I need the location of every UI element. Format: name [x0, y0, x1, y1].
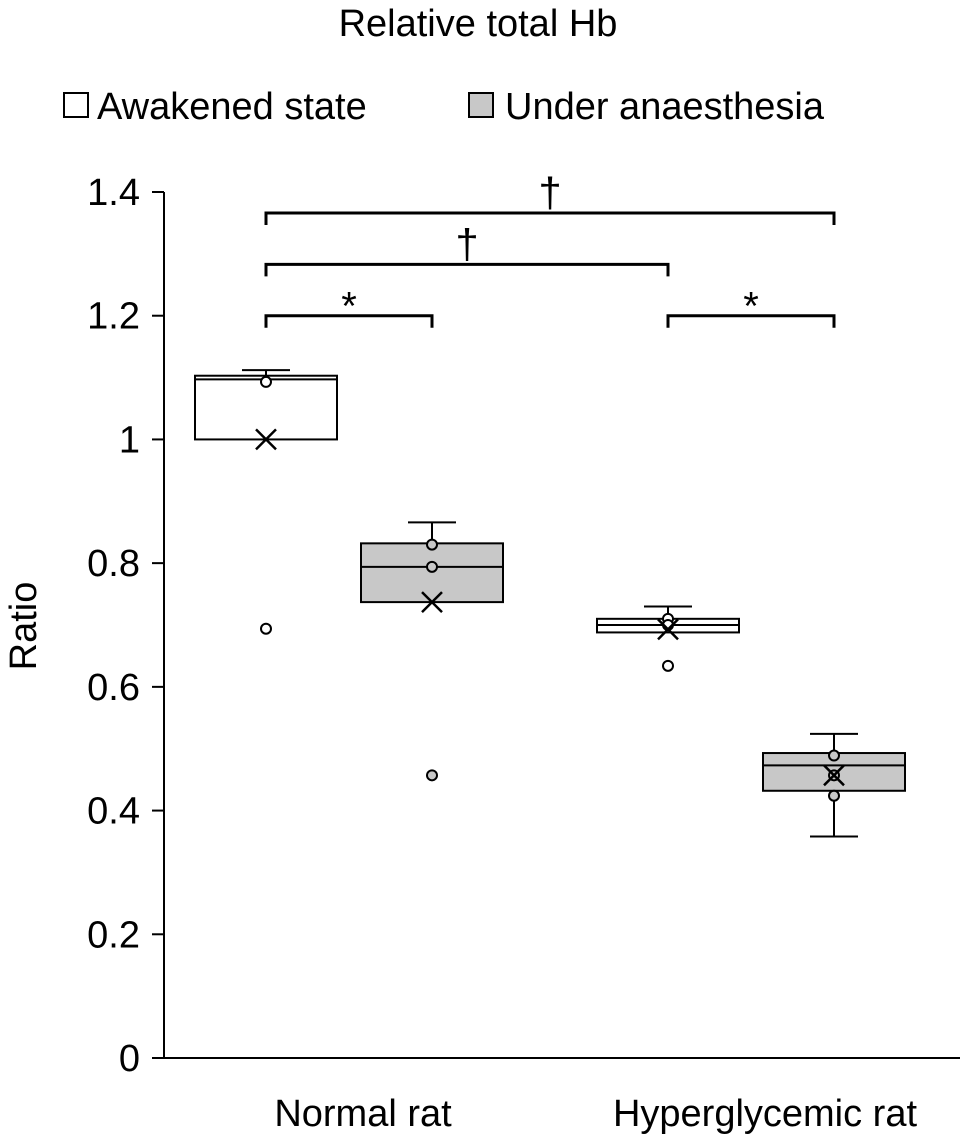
bracket-line: [666, 314, 836, 328]
data-point: [426, 538, 438, 551]
x-tick-label: Hyperglycemic rat: [613, 1093, 918, 1135]
y-axis-label: Ratio: [3, 582, 45, 671]
mean-marker: [421, 591, 443, 613]
data-point: [260, 375, 272, 388]
y-tick-label: 0.4: [87, 791, 140, 833]
legend-label-awakened-state: Awakened state: [97, 86, 367, 128]
bracket-label: †: [455, 220, 478, 267]
x-axis: Normal rat Hyperglycemic rat: [164, 1057, 960, 1135]
legend: Awakened state Under anaesthesia: [63, 86, 825, 128]
box-1-0: [360, 521, 504, 782]
mean-marker: [255, 428, 277, 451]
box-0-1: [596, 605, 740, 672]
chart-title: Relative total Hb: [339, 3, 618, 45]
y-tick-label: 0.6: [87, 667, 140, 709]
y-tick-label: 1: [119, 419, 140, 461]
mean-marker: [823, 764, 845, 787]
y-tick-label: 0.8: [87, 543, 140, 585]
data-point: [426, 560, 438, 573]
data-point: [828, 789, 840, 802]
y-axis: 0 0.2 0.4 0.6 0.8 1 1.2 1.4: [87, 172, 165, 1080]
legend-label-under-anaesthesia: Under anaesthesia: [505, 86, 825, 128]
bracket-label: *: [743, 285, 759, 329]
data-point: [828, 749, 840, 762]
bracket-line: [264, 262, 670, 277]
y-tick-label: 0.2: [87, 914, 140, 956]
mean-marker: [657, 618, 679, 641]
bracket-line: [264, 314, 434, 328]
outlier-point: [662, 659, 674, 672]
y-tick-label: 1.2: [87, 296, 140, 338]
significance-bracket: †: [264, 169, 836, 226]
bracket-label: *: [341, 285, 357, 329]
bracket-label: †: [538, 169, 561, 216]
significance-bracket: †: [264, 220, 670, 277]
x-tick-label: Normal rat: [274, 1093, 452, 1135]
significance-bracket: *: [666, 285, 836, 329]
y-tick-label: 0: [119, 1038, 140, 1080]
box-0-0: [194, 369, 338, 635]
y-tick-label: 1.4: [87, 172, 140, 214]
box-plots: [194, 369, 906, 838]
significance-annotations: * * † †: [264, 169, 836, 329]
outlier-point: [260, 622, 272, 635]
legend-swatch-awakened-state: [63, 92, 89, 118]
significance-bracket: *: [264, 285, 434, 329]
legend-swatch-under-anaesthesia: [468, 92, 494, 118]
outlier-point: [426, 769, 438, 782]
bracket-line: [264, 211, 836, 226]
box-1-1: [762, 732, 906, 838]
